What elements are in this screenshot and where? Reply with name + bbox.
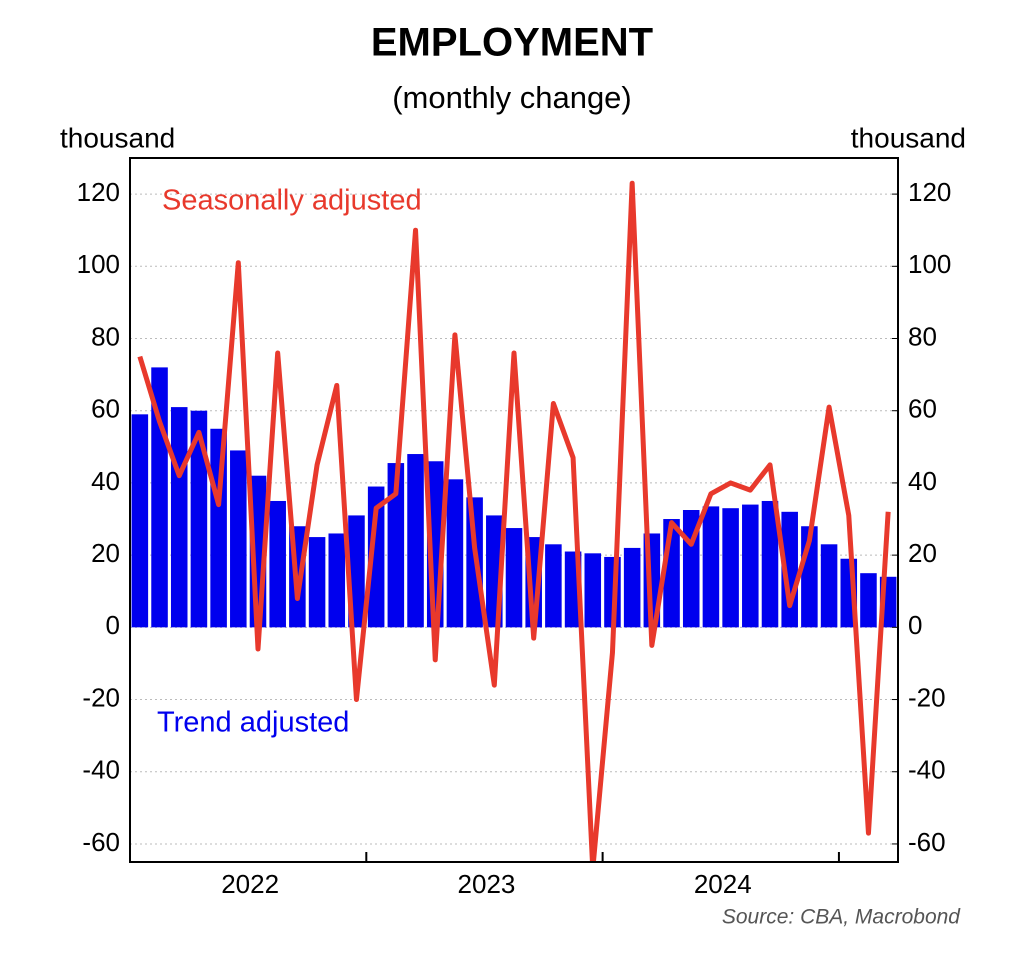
y2-tick-label: 100 bbox=[908, 249, 951, 279]
y-tick-label: -40 bbox=[82, 755, 120, 785]
y-tick-label: -60 bbox=[82, 827, 120, 857]
source: Source: CBA, Macrobond bbox=[722, 906, 961, 929]
line bbox=[137, 180, 891, 862]
y2-tick-label: -40 bbox=[908, 755, 946, 785]
bar bbox=[328, 533, 346, 628]
y-tick-label: 100 bbox=[77, 249, 120, 279]
y2-tick-label: 80 bbox=[908, 321, 937, 351]
bar bbox=[308, 537, 326, 628]
bar bbox=[505, 528, 523, 628]
y-tick-label: 20 bbox=[91, 538, 120, 568]
bar bbox=[230, 450, 247, 628]
plot-frame bbox=[129, 157, 899, 863]
y-tick-label: -20 bbox=[82, 682, 120, 712]
bar bbox=[820, 544, 838, 628]
bar bbox=[722, 508, 739, 628]
bar bbox=[584, 553, 602, 628]
bar bbox=[545, 544, 562, 628]
bar bbox=[761, 500, 779, 628]
bar bbox=[269, 500, 286, 628]
y-tick-label: 80 bbox=[91, 321, 120, 351]
bar bbox=[407, 454, 424, 628]
y2-tick-label: 60 bbox=[908, 394, 937, 424]
x-tick-label: 2024 bbox=[694, 869, 752, 899]
y2-tick-label: 0 bbox=[908, 610, 922, 640]
legend-label: Seasonally adjusted bbox=[162, 185, 422, 217]
chart-subtitle: (monthly change) bbox=[392, 80, 632, 115]
legend-label: Trend adjusted bbox=[157, 707, 349, 739]
y2-tick-label: 20 bbox=[908, 538, 937, 568]
y2-tick-label: 120 bbox=[908, 177, 951, 207]
bar bbox=[190, 410, 208, 628]
y-axis-unit: thousand bbox=[60, 122, 175, 153]
y-tick-label: 120 bbox=[77, 177, 120, 207]
y-tick-label: 60 bbox=[91, 394, 120, 424]
bar bbox=[742, 504, 759, 628]
x-tick-label: 2022 bbox=[221, 869, 279, 899]
bar bbox=[860, 573, 877, 628]
y2-tick-label: -60 bbox=[908, 827, 946, 857]
bar bbox=[387, 463, 405, 628]
y-tick-label: 0 bbox=[106, 610, 120, 640]
y2-axis-unit: thousand bbox=[851, 122, 966, 153]
bar bbox=[170, 407, 188, 628]
y2-tick-label: 40 bbox=[908, 466, 937, 496]
bar bbox=[623, 547, 641, 628]
bar bbox=[367, 486, 385, 628]
bar bbox=[131, 414, 149, 628]
y-tick-label: 40 bbox=[91, 466, 120, 496]
x-tick-label: 2023 bbox=[458, 869, 516, 899]
bar bbox=[702, 506, 720, 628]
y2-tick-label: -20 bbox=[908, 682, 946, 712]
chart-title: EMPLOYMENT bbox=[371, 21, 653, 65]
bar bbox=[446, 479, 464, 628]
